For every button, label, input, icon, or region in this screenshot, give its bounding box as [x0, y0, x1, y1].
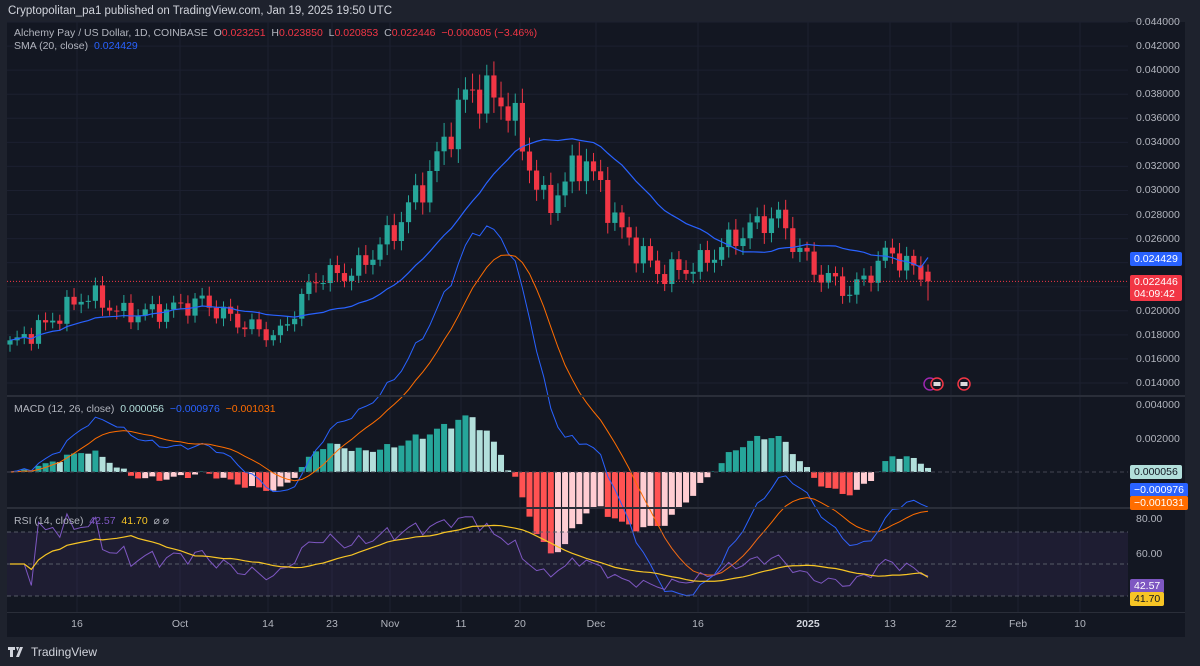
price-axis-label: 0.034000: [1136, 136, 1180, 149]
time-axis-tick: 2025: [796, 618, 820, 630]
time-axis-tick: 14: [262, 618, 274, 630]
tradingview-logo-icon: [8, 647, 23, 657]
pane-separator-rsi[interactable]: [7, 507, 1185, 509]
rsi-axis-label: 80.00: [1136, 513, 1163, 525]
time-axis-tick: 10: [1074, 618, 1086, 630]
price-axis-label: 0.036000: [1136, 112, 1180, 125]
macd-hist-badge: 0.000056: [1130, 465, 1182, 479]
sma-label: SMA (20, close): [14, 40, 89, 52]
price-axis-label: 0.028000: [1136, 208, 1180, 221]
close-value: 0.022446: [391, 27, 436, 39]
price-axis-label: 0.026000: [1136, 232, 1180, 245]
price-axis-label: 0.016000: [1136, 352, 1180, 365]
rsi-legend[interactable]: RSI (14, close) 42.57 41.70 ⌀ ⌀: [14, 515, 169, 527]
sma-price-badge: 0.024429: [1130, 252, 1182, 266]
time-axis-tick: 22: [945, 618, 957, 630]
price-axis-label: 0.032000: [1136, 160, 1180, 173]
last-price: 0.022446: [1134, 276, 1178, 288]
time-axis-tick: 23: [326, 618, 338, 630]
time-axis-tick: Oct: [171, 618, 189, 630]
open-value: 0.023251: [221, 27, 266, 39]
high-value: 0.023850: [278, 27, 323, 39]
sma-legend[interactable]: SMA (20, close) 0.024429: [14, 40, 138, 52]
macd-axis-label: 0.004000: [1136, 399, 1180, 411]
time-axis-tick: 20: [514, 618, 526, 630]
sma-value: 0.024429: [93, 40, 138, 52]
change-value: −0.000805 (−3.46%): [441, 27, 538, 39]
time-axis-tick: 13: [884, 618, 896, 630]
macd-axis-label: 0.002000: [1136, 433, 1180, 445]
publish-info: Cryptopolitan_pa1 published on TradingVi…: [8, 5, 393, 17]
rsi-value: 42.57: [89, 515, 116, 527]
symbol-name[interactable]: Alchemy Pay / US Dollar, 1D, COINBASE: [14, 27, 208, 39]
price-axis-label: 0.020000: [1136, 304, 1180, 317]
price-axis-label: 0.042000: [1136, 40, 1180, 53]
brand-name: TradingView: [31, 645, 98, 659]
time-axis[interactable]: [7, 612, 1185, 637]
time-axis-tick: Nov: [380, 618, 400, 630]
rsi-badge: 42.57: [1130, 579, 1165, 593]
bar-countdown: 04:09:42: [1134, 288, 1175, 300]
last-price-badge: 0.022446 04:09:42: [1130, 275, 1182, 301]
rsi-axis-label: 60.00: [1136, 548, 1163, 560]
time-axis-tick: 16: [692, 618, 704, 630]
macd-signal-value: −0.001031: [225, 403, 276, 415]
macd-label: MACD (12, 26, close): [14, 403, 115, 415]
rsi-ma-value: 41.70: [121, 515, 148, 527]
macd-line-value: −0.000976: [169, 403, 220, 415]
time-axis-tick: 16: [71, 618, 83, 630]
time-axis-tick: Feb: [1008, 618, 1028, 630]
time-axis-tick: Dec: [586, 618, 606, 630]
macd-hist-value: 0.000056: [120, 403, 165, 415]
hidden-values-icon[interactable]: ⌀ ⌀: [153, 515, 170, 527]
macd-legend[interactable]: MACD (12, 26, close) 0.000056 −0.000976 …: [14, 403, 276, 415]
price-axis-label: 0.030000: [1136, 184, 1180, 197]
tradingview-logo[interactable]: TradingView: [8, 645, 97, 659]
symbol-legend: Alchemy Pay / US Dollar, 1D, COINBASE O0…: [14, 27, 538, 39]
rsi-ma-badge: 41.70: [1130, 592, 1165, 606]
macd-signal-badge: −0.001031: [1130, 496, 1188, 510]
price-axis-label: 0.040000: [1136, 64, 1180, 77]
rsi-label: RSI (14, close): [14, 515, 84, 527]
price-axis-label: 0.044000: [1136, 16, 1180, 28]
pane-separator-macd[interactable]: [7, 395, 1185, 397]
low-value: 0.020853: [334, 27, 379, 39]
price-axis-label: 0.018000: [1136, 328, 1180, 341]
publish-header: Cryptopolitan_pa1 published on TradingVi…: [0, 0, 1200, 22]
macd-line-badge: −0.000976: [1130, 483, 1188, 497]
price-axis-label: 0.014000: [1136, 376, 1180, 389]
time-axis-tick: 11: [455, 618, 467, 630]
price-axis-label: 0.038000: [1136, 88, 1180, 101]
